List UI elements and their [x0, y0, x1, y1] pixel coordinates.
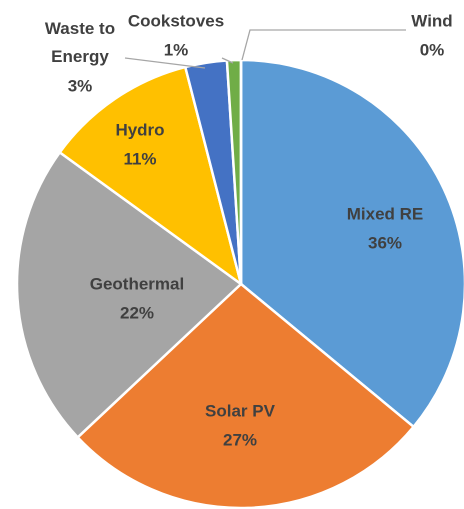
- pie-slice: [58, 65, 244, 288]
- value-label: 11%: [123, 149, 156, 168]
- slice-label: Mixed RE 36%: [347, 204, 424, 252]
- category-label: Wind: [411, 11, 452, 30]
- pie-slice: [239, 58, 464, 429]
- value-label: 27%: [223, 430, 257, 449]
- value-label: 22%: [120, 303, 154, 322]
- pie-slice: [75, 282, 416, 509]
- category-label: Waste to Energy: [45, 19, 115, 66]
- category-line: Waste to: [45, 19, 115, 38]
- pie-slice: [15, 150, 243, 440]
- value-label: 3%: [68, 76, 93, 95]
- category-label: Hydro: [115, 120, 164, 139]
- category-label: Solar PV: [205, 401, 276, 420]
- leader-line: [241, 29, 406, 61]
- value-label: 36%: [368, 233, 402, 252]
- category-label: Cookstoves: [128, 11, 224, 30]
- slice-label: Waste to Energy 3%: [45, 19, 115, 95]
- slice-label: Geothermal 22%: [90, 274, 184, 322]
- leader-line: [221, 57, 234, 64]
- slice-label: Wind 0%: [411, 11, 452, 59]
- category-label: Geothermal: [90, 274, 184, 293]
- category-label: Mixed RE: [347, 204, 424, 223]
- slice-label: Hydro 11%: [115, 120, 164, 168]
- slice-label: Solar PV 27%: [205, 401, 276, 449]
- leader-line: [124, 57, 206, 69]
- category-line: Energy: [51, 47, 109, 66]
- slice-label: Cookstoves 1%: [128, 11, 224, 59]
- value-label: 0%: [420, 40, 445, 59]
- value-label: 1%: [164, 40, 189, 59]
